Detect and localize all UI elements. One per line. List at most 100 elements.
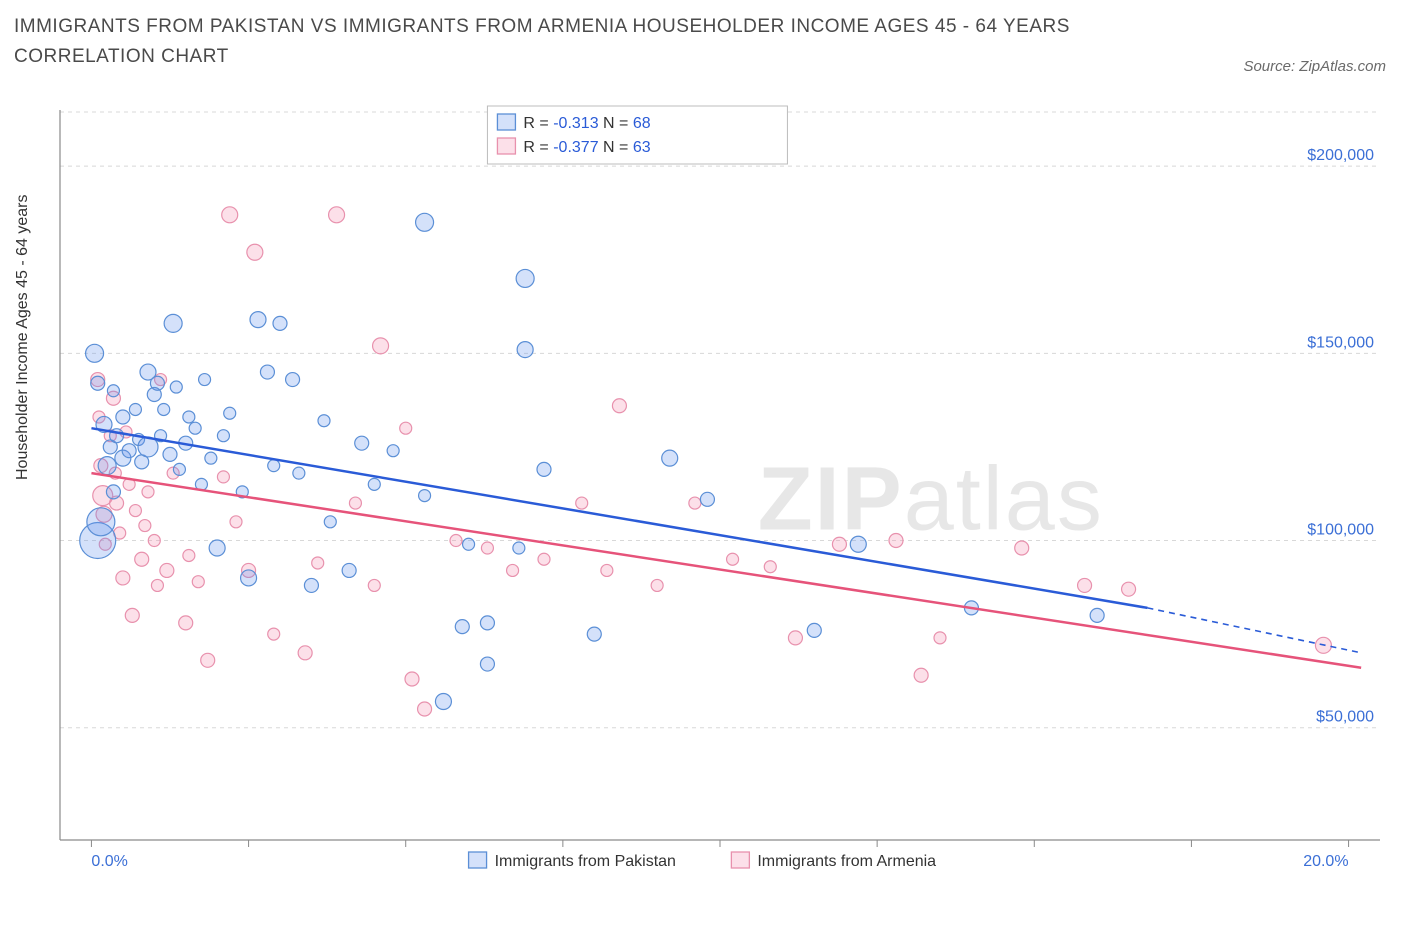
data-point xyxy=(91,376,105,390)
data-point xyxy=(129,505,141,517)
data-point xyxy=(349,497,361,509)
data-point xyxy=(150,376,164,390)
data-point xyxy=(170,381,182,393)
data-point xyxy=(273,316,287,330)
data-point xyxy=(129,403,141,415)
data-point xyxy=(576,497,588,509)
data-point xyxy=(293,467,305,479)
source-label: Source: ZipAtlas.com xyxy=(1243,58,1386,75)
data-point xyxy=(662,450,678,466)
data-point xyxy=(342,563,356,577)
data-point xyxy=(298,646,312,660)
data-point xyxy=(419,490,431,502)
data-point xyxy=(230,516,242,528)
data-point xyxy=(183,549,195,561)
chart-title: IMMIGRANTS FROM PAKISTAN VS IMMIGRANTS F… xyxy=(14,12,1114,73)
data-point xyxy=(587,627,601,641)
data-point xyxy=(260,365,274,379)
data-point xyxy=(209,540,225,556)
data-point xyxy=(160,563,174,577)
data-point xyxy=(1015,541,1029,555)
data-point xyxy=(481,542,493,554)
data-point xyxy=(727,553,739,565)
data-point xyxy=(217,430,229,442)
data-point xyxy=(148,535,160,547)
data-point xyxy=(416,213,434,231)
x-tick-label: 0.0% xyxy=(91,853,127,870)
data-point xyxy=(87,508,115,536)
data-point xyxy=(368,579,380,591)
data-point xyxy=(173,463,185,475)
data-point xyxy=(373,338,389,354)
data-point xyxy=(158,403,170,415)
stats-legend-row: R = -0.377 N = 63 xyxy=(523,139,650,156)
data-point xyxy=(480,616,494,630)
data-point xyxy=(106,485,120,499)
data-point xyxy=(192,576,204,588)
data-point xyxy=(914,668,928,682)
data-point xyxy=(189,422,201,434)
data-point xyxy=(183,411,195,423)
data-point xyxy=(689,497,701,509)
data-point xyxy=(268,628,280,640)
legend-label: Immigrants from Pakistan xyxy=(495,853,676,870)
data-point xyxy=(463,538,475,550)
data-point xyxy=(1090,608,1104,622)
stats-legend-row: R = -0.313 N = 68 xyxy=(523,115,650,132)
data-point xyxy=(850,536,866,552)
data-point xyxy=(450,535,462,547)
y-tick-label: $100,000 xyxy=(1307,522,1374,539)
data-point xyxy=(1122,582,1136,596)
data-point xyxy=(304,578,318,592)
data-point xyxy=(268,460,280,472)
data-point xyxy=(537,462,551,476)
data-point xyxy=(199,374,211,386)
data-point xyxy=(480,657,494,671)
data-point xyxy=(329,207,345,223)
data-point xyxy=(86,344,104,362)
data-point xyxy=(517,342,533,358)
data-point xyxy=(139,520,151,532)
data-point xyxy=(125,608,139,622)
data-point xyxy=(312,557,324,569)
data-point xyxy=(807,623,821,637)
watermark: ZIPatlas xyxy=(758,449,1104,549)
data-point xyxy=(324,516,336,528)
data-point xyxy=(142,486,154,498)
data-point xyxy=(241,570,257,586)
y-tick-label: $200,000 xyxy=(1307,147,1374,164)
scatter-chart: $50,000$100,000$150,000$200,0000.0%20.0%… xyxy=(48,100,1388,880)
legend-label: Immigrants from Armenia xyxy=(757,853,936,870)
data-point xyxy=(179,616,193,630)
data-point xyxy=(164,314,182,332)
data-point xyxy=(400,422,412,434)
data-point xyxy=(222,207,238,223)
y-tick-label: $150,000 xyxy=(1307,334,1374,351)
data-point xyxy=(418,702,432,716)
data-point xyxy=(224,407,236,419)
data-point xyxy=(355,436,369,450)
data-point xyxy=(788,631,802,645)
data-point xyxy=(286,373,300,387)
data-point xyxy=(98,457,116,475)
data-point xyxy=(318,415,330,427)
y-tick-label: $50,000 xyxy=(1316,709,1374,726)
data-point xyxy=(601,564,613,576)
data-point xyxy=(201,653,215,667)
data-point xyxy=(889,534,903,548)
data-point xyxy=(116,571,130,585)
data-point xyxy=(934,632,946,644)
data-point xyxy=(455,620,469,634)
data-point xyxy=(513,542,525,554)
legend-swatch xyxy=(469,852,487,868)
data-point xyxy=(832,537,846,551)
data-point xyxy=(247,244,263,260)
data-point xyxy=(107,385,119,397)
data-point xyxy=(1078,578,1092,592)
data-point xyxy=(135,552,149,566)
data-point xyxy=(116,410,130,424)
data-point xyxy=(435,693,451,709)
data-point xyxy=(163,447,177,461)
data-point xyxy=(217,471,229,483)
data-point xyxy=(651,579,663,591)
